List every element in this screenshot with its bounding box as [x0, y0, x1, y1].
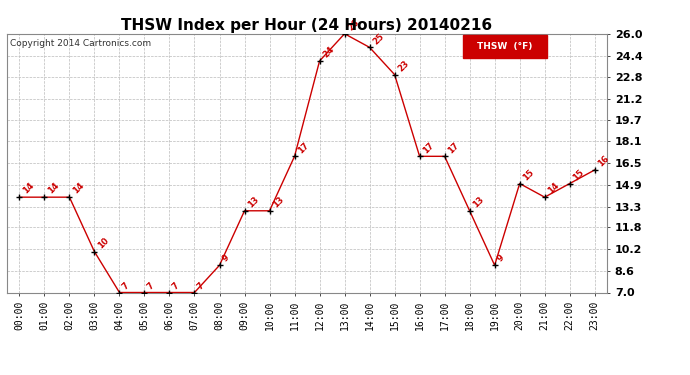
Text: 13: 13: [471, 195, 486, 209]
Text: 25: 25: [371, 31, 386, 46]
Text: 7: 7: [171, 280, 181, 291]
Text: 13: 13: [246, 195, 261, 209]
Text: THSW  (°F): THSW (°F): [477, 42, 533, 51]
Text: 9: 9: [221, 254, 231, 264]
Text: 15: 15: [571, 168, 586, 182]
Text: 9: 9: [496, 254, 506, 264]
Text: 15: 15: [521, 168, 535, 182]
Text: Copyright 2014 Cartronics.com: Copyright 2014 Cartronics.com: [10, 39, 151, 48]
Text: 17: 17: [296, 140, 310, 155]
Text: 7: 7: [146, 280, 157, 291]
Text: 14: 14: [71, 181, 86, 196]
Text: 10: 10: [96, 236, 110, 250]
Text: 7: 7: [196, 280, 206, 291]
Text: 14: 14: [46, 181, 61, 196]
Text: 23: 23: [396, 58, 411, 73]
Text: 24: 24: [321, 45, 335, 60]
Text: 17: 17: [446, 140, 461, 155]
Text: 26: 26: [346, 18, 361, 32]
Bar: [463, 35, 547, 58]
Text: 14: 14: [21, 181, 35, 196]
Text: 16: 16: [596, 154, 611, 168]
Text: 13: 13: [271, 195, 286, 209]
Title: THSW Index per Hour (24 Hours) 20140216: THSW Index per Hour (24 Hours) 20140216: [121, 18, 493, 33]
Text: 14: 14: [546, 181, 561, 196]
Text: 7: 7: [121, 280, 131, 291]
Text: 17: 17: [421, 140, 435, 155]
